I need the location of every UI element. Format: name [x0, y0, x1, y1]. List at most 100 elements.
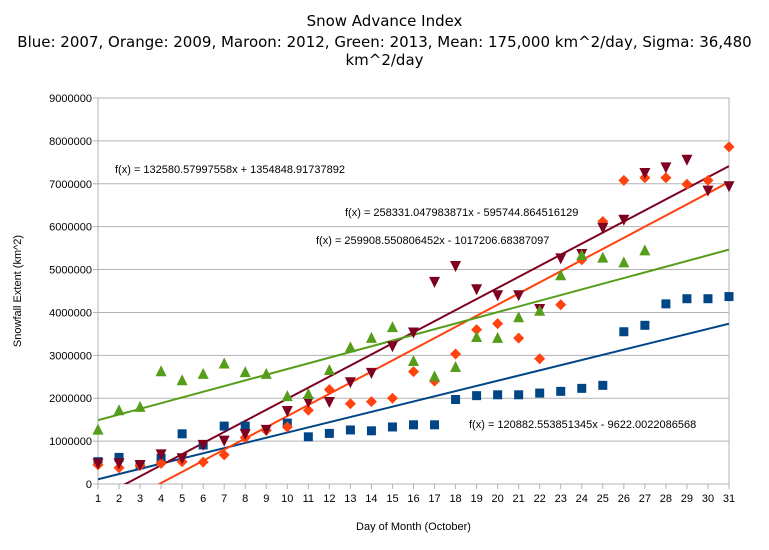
data-point-series-1: [556, 386, 566, 396]
data-point-series-1: [535, 388, 545, 398]
data-point-series-4: [639, 244, 651, 256]
x-tick-label: 23: [555, 493, 567, 505]
data-point-series-3: [681, 154, 693, 166]
data-point-series-3: [408, 327, 419, 339]
data-point-series-3: [260, 424, 272, 436]
data-point-series-3: [450, 261, 462, 273]
x-tick-label: 14: [365, 493, 377, 505]
data-point-series-3: [492, 290, 504, 302]
chart-subtitle: Blue: 2007, Orange: 2009, Maroon: 2012, …: [17, 33, 752, 69]
data-point-series-4: [218, 357, 230, 369]
data-point-series-1: [219, 421, 229, 431]
trend-line-series-2: [157, 181, 729, 484]
data-point-series-1: [240, 421, 250, 431]
data-point-series-2: [471, 324, 483, 336]
trend-equation-series-3: f(x) = 258331.047983871x - 595744.864516…: [345, 207, 578, 219]
data-point-series-2: [197, 456, 209, 468]
y-tick-label: 2000000: [49, 393, 92, 405]
y-tick-label: 9000000: [49, 93, 92, 105]
data-point-series-1: [640, 320, 650, 330]
x-tick-label: 29: [681, 493, 693, 505]
y-tick-label: 4000000: [49, 307, 92, 319]
x-tick-label: 17: [428, 493, 440, 505]
y-tick-label: 3000000: [49, 350, 92, 362]
x-tick-label: 13: [344, 493, 356, 505]
x-tick-label: 18: [449, 493, 461, 505]
data-point-series-3: [92, 458, 104, 470]
x-tick-label: 15: [386, 493, 398, 505]
data-point-series-1: [366, 426, 376, 436]
data-point-series-2: [365, 396, 377, 408]
data-point-series-1: [514, 390, 524, 400]
data-point-series-3: [155, 449, 167, 461]
data-point-series-1: [324, 428, 334, 438]
data-point-series-2: [344, 398, 356, 410]
data-point-series-2: [534, 353, 546, 365]
x-tick-label: 6: [200, 493, 206, 505]
data-point-series-2: [281, 421, 293, 433]
data-point-series-4: [281, 390, 293, 402]
data-point-series-1: [387, 422, 397, 432]
data-point-series-2: [492, 318, 504, 330]
data-point-series-2: [450, 348, 462, 360]
data-point-series-4: [450, 360, 462, 372]
data-point-series-4: [471, 330, 483, 342]
trend-equation-series-4: f(x) = 132580.57997558x + 1354848.917378…: [115, 164, 345, 176]
x-tick-label: 31: [723, 493, 735, 505]
data-point-series-4: [429, 370, 441, 382]
y-tick-label: 8000000: [49, 136, 92, 148]
data-point-series-4: [239, 366, 251, 378]
x-tick-label: 25: [597, 493, 609, 505]
trend-equation-series-2: f(x) = 259908.550806452x - 1017206.68387…: [316, 235, 549, 247]
data-point-series-2: [723, 141, 735, 153]
data-point-series-3: [197, 439, 209, 451]
data-point-series-1: [345, 425, 355, 435]
data-point-series-2: [323, 384, 335, 396]
data-point-series-1: [619, 327, 629, 337]
data-point-series-4: [344, 341, 356, 353]
data-point-series-4: [323, 363, 335, 375]
x-tick-label: 12: [323, 493, 335, 505]
data-point-series-4: [618, 256, 630, 268]
y-tick-label: 6000000: [49, 222, 92, 234]
x-tick-label: 19: [470, 493, 482, 505]
data-point-series-4: [386, 321, 398, 333]
data-point-series-2: [155, 457, 167, 469]
data-point-series-3: [176, 453, 188, 465]
y-tick-label: 7000000: [49, 179, 92, 191]
data-point-series-4: [92, 423, 104, 435]
y-tick-label: 1000000: [49, 436, 92, 448]
x-tick-label: 11: [303, 493, 314, 505]
data-point-series-3: [702, 185, 714, 197]
data-point-series-4: [134, 400, 146, 412]
x-tick-label: 30: [702, 493, 714, 505]
data-point-series-1: [409, 420, 418, 430]
x-tick-label: 10: [281, 493, 293, 505]
x-tick-label: 24: [576, 493, 588, 505]
x-tick-label: 3: [137, 493, 143, 505]
data-point-series-2: [408, 366, 419, 378]
data-point-series-3: [323, 397, 335, 409]
x-tick-label: 8: [242, 493, 248, 505]
data-point-series-1: [472, 391, 482, 401]
data-point-series-4: [155, 365, 167, 377]
data-point-series-4: [365, 331, 377, 343]
data-point-series-1: [451, 395, 461, 405]
x-tick-label: 9: [263, 493, 269, 505]
x-tick-label: 26: [618, 493, 630, 505]
data-point-series-3: [239, 429, 251, 441]
data-point-series-1: [703, 294, 713, 304]
data-point-series-2: [386, 392, 398, 404]
data-point-series-3: [555, 253, 567, 265]
data-point-series-2: [618, 174, 630, 186]
trend-equation-series-1: f(x) = 120882.553851345x - 9622.00220865…: [469, 419, 696, 431]
x-tick-label: 16: [407, 493, 419, 505]
data-point-series-3: [344, 377, 356, 389]
x-tick-label: 28: [660, 493, 672, 505]
data-point-series-4: [534, 304, 546, 316]
data-point-series-4: [576, 249, 588, 261]
trend-line-series-1: [98, 322, 729, 481]
data-point-series-1: [577, 383, 587, 393]
data-point-series-2: [513, 332, 525, 344]
x-tick-label: 7: [221, 493, 227, 505]
